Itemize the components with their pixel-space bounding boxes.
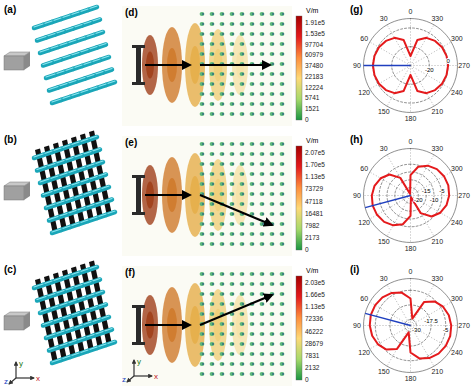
svg-text:300: 300 bbox=[451, 295, 463, 302]
svg-text:0: 0 bbox=[305, 246, 309, 253]
svg-text:30: 30 bbox=[380, 145, 388, 152]
svg-text:150: 150 bbox=[378, 368, 390, 375]
svg-text:(f): (f) bbox=[125, 267, 135, 278]
svg-text:5741: 5741 bbox=[305, 94, 320, 101]
svg-text:1.13e5: 1.13e5 bbox=[305, 303, 325, 310]
svg-text:1.66e5: 1.66e5 bbox=[305, 291, 325, 298]
svg-text:y: y bbox=[137, 357, 141, 366]
svg-text:150: 150 bbox=[378, 238, 390, 245]
svg-text:240: 240 bbox=[451, 349, 463, 356]
svg-text:(h): (h) bbox=[350, 134, 363, 145]
svg-text:90: 90 bbox=[353, 322, 361, 329]
svg-text:73729: 73729 bbox=[305, 185, 323, 192]
svg-text:180: 180 bbox=[405, 245, 417, 252]
svg-text:(e): (e) bbox=[125, 137, 137, 148]
svg-text:-17.5: -17.5 bbox=[424, 318, 438, 324]
svg-text:-20: -20 bbox=[414, 197, 423, 203]
svg-text:60979: 60979 bbox=[305, 51, 323, 58]
svg-text:V/m: V/m bbox=[306, 267, 319, 274]
svg-text:60: 60 bbox=[360, 165, 368, 172]
svg-text:210: 210 bbox=[431, 238, 443, 245]
svg-text:0: 0 bbox=[409, 8, 413, 15]
svg-text:30: 30 bbox=[380, 275, 388, 282]
svg-text:330: 330 bbox=[431, 275, 443, 282]
svg-text:270: 270 bbox=[458, 192, 470, 199]
svg-text:V/m: V/m bbox=[306, 137, 319, 144]
svg-text:46222: 46222 bbox=[305, 328, 323, 335]
svg-text:0: 0 bbox=[409, 138, 413, 145]
svg-text:z: z bbox=[122, 375, 126, 384]
svg-text:37480: 37480 bbox=[305, 62, 323, 69]
svg-text:210: 210 bbox=[431, 108, 443, 115]
svg-text:2.07e5: 2.07e5 bbox=[305, 149, 325, 156]
svg-text:150: 150 bbox=[378, 108, 390, 115]
svg-text:180: 180 bbox=[405, 115, 417, 122]
svg-text:60: 60 bbox=[360, 295, 368, 302]
svg-text:30: 30 bbox=[380, 15, 388, 22]
svg-text:47118: 47118 bbox=[305, 198, 323, 205]
svg-text:270: 270 bbox=[458, 322, 470, 329]
svg-text:210: 210 bbox=[431, 368, 443, 375]
svg-text:1.13e5: 1.13e5 bbox=[305, 173, 325, 180]
svg-text:12224: 12224 bbox=[305, 84, 323, 91]
svg-text:(i): (i) bbox=[350, 264, 359, 275]
svg-text:90: 90 bbox=[353, 62, 361, 69]
svg-text:300: 300 bbox=[451, 35, 463, 42]
svg-text:240: 240 bbox=[451, 89, 463, 96]
svg-text:330: 330 bbox=[431, 145, 443, 152]
svg-text:16481: 16481 bbox=[305, 210, 323, 217]
svg-text:7831: 7831 bbox=[305, 352, 320, 359]
svg-text:240: 240 bbox=[451, 219, 463, 226]
svg-text:180: 180 bbox=[405, 375, 417, 382]
svg-text:x: x bbox=[36, 374, 40, 383]
svg-text:2173: 2173 bbox=[305, 234, 320, 241]
svg-text:0: 0 bbox=[446, 58, 450, 64]
svg-text:28679: 28679 bbox=[305, 340, 323, 347]
svg-text:2.03e5: 2.03e5 bbox=[305, 279, 325, 286]
svg-text:60: 60 bbox=[360, 35, 368, 42]
svg-text:72336: 72336 bbox=[305, 315, 323, 322]
svg-text:-5: -5 bbox=[443, 327, 449, 333]
svg-text:-15: -15 bbox=[422, 188, 431, 194]
svg-text:270: 270 bbox=[458, 62, 470, 69]
svg-text:22183: 22183 bbox=[305, 73, 323, 80]
svg-text:V/m: V/m bbox=[306, 7, 319, 14]
svg-text:0: 0 bbox=[305, 116, 309, 123]
svg-text:120: 120 bbox=[358, 349, 370, 356]
svg-text:(d): (d) bbox=[125, 7, 138, 18]
svg-text:300: 300 bbox=[451, 165, 463, 172]
svg-text:-10: -10 bbox=[430, 197, 439, 203]
svg-text:7982: 7982 bbox=[305, 222, 320, 229]
svg-text:-5: -5 bbox=[439, 188, 445, 194]
svg-text:(c): (c) bbox=[4, 264, 16, 275]
svg-text:0: 0 bbox=[409, 268, 413, 275]
svg-text:330: 330 bbox=[431, 15, 443, 22]
svg-text:1.91e5: 1.91e5 bbox=[305, 19, 325, 26]
svg-text:1521: 1521 bbox=[305, 105, 320, 112]
svg-text:120: 120 bbox=[358, 219, 370, 226]
svg-text:z: z bbox=[4, 377, 8, 386]
svg-text:97704: 97704 bbox=[305, 41, 323, 48]
svg-text:1.70e5: 1.70e5 bbox=[305, 161, 325, 168]
svg-text:0: 0 bbox=[305, 376, 309, 383]
svg-text:x: x bbox=[154, 372, 158, 381]
svg-text:1.53e5: 1.53e5 bbox=[305, 30, 325, 37]
svg-text:120: 120 bbox=[358, 89, 370, 96]
svg-text:(b): (b) bbox=[4, 134, 17, 145]
svg-text:(g): (g) bbox=[350, 4, 363, 15]
svg-text:-20: -20 bbox=[425, 67, 434, 73]
svg-text:2132: 2132 bbox=[305, 364, 320, 371]
svg-text:(a): (a) bbox=[4, 4, 16, 15]
svg-text:y: y bbox=[19, 359, 23, 368]
svg-text:90: 90 bbox=[353, 192, 361, 199]
svg-text:-30: -30 bbox=[412, 327, 421, 333]
